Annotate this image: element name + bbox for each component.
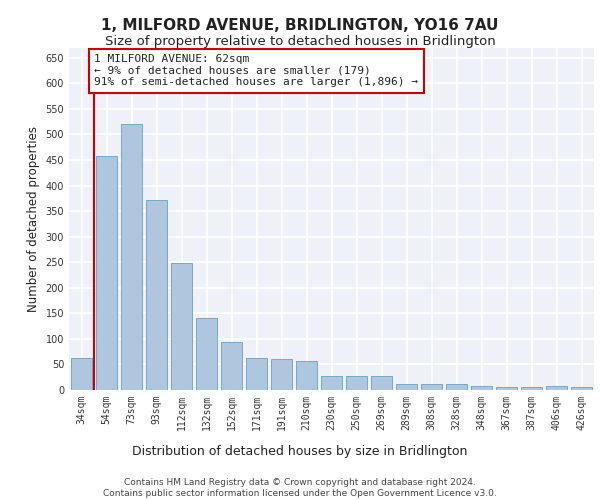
Bar: [96, 156, 117, 390]
Bar: [321, 376, 342, 390]
Bar: [471, 386, 492, 390]
Bar: [446, 384, 467, 390]
Bar: [296, 361, 317, 390]
Bar: [121, 124, 142, 390]
Text: Contains HM Land Registry data © Crown copyright and database right 2024.
Contai: Contains HM Land Registry data © Crown c…: [103, 478, 497, 498]
Text: Distribution of detached houses by size in Bridlington: Distribution of detached houses by size …: [133, 444, 467, 458]
Bar: [171, 262, 192, 390]
Bar: [521, 387, 542, 390]
Text: 1 MILFORD AVENUE: 62sqm
← 9% of detached houses are smaller (179)
91% of semi-de: 1 MILFORD AVENUE: 62sqm ← 9% of detached…: [95, 54, 419, 88]
Bar: [146, 200, 167, 390]
Bar: [246, 358, 267, 390]
Bar: [346, 376, 367, 390]
Y-axis label: Number of detached properties: Number of detached properties: [27, 126, 40, 312]
Bar: [371, 376, 392, 390]
Text: Size of property relative to detached houses in Bridlington: Size of property relative to detached ho…: [104, 35, 496, 48]
Bar: [221, 342, 242, 390]
Bar: [71, 358, 92, 390]
Bar: [571, 388, 592, 390]
Bar: [396, 384, 417, 390]
Bar: [271, 360, 292, 390]
Bar: [421, 384, 442, 390]
Bar: [196, 318, 217, 390]
Bar: [546, 386, 567, 390]
Bar: [496, 387, 517, 390]
Text: 1, MILFORD AVENUE, BRIDLINGTON, YO16 7AU: 1, MILFORD AVENUE, BRIDLINGTON, YO16 7AU: [101, 18, 499, 32]
